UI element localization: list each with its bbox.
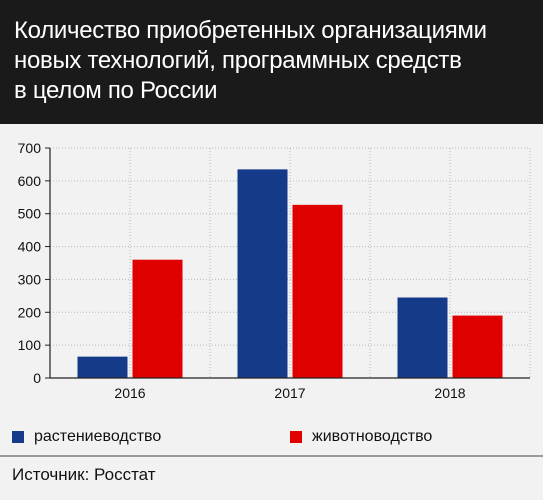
legend-item-2: животноводство	[290, 428, 432, 446]
legend-swatch-2	[290, 431, 302, 443]
source-note: Источник: Росстат	[12, 465, 156, 484]
legend-label-2: животноводство	[312, 428, 433, 445]
chart-area: 0 100 200 300 400 500 600 700 2016 2017 2018	[0, 124, 543, 424]
gridlines	[49, 147, 531, 378]
bar-chart: 0 100 200 300 400 500 600 700 2016 2017 2018	[18, 140, 531, 401]
y-tick-label: 500	[18, 206, 42, 222]
y-tick-label: 600	[18, 173, 42, 189]
bar-2-2018	[452, 315, 503, 378]
bar-2-2016	[132, 259, 183, 378]
x-tick-label: 2017	[274, 385, 305, 401]
title-line-2: новых технологий, программных средств	[14, 47, 462, 74]
axes: 0 100 200 300 400 500 600 700 2016 2017 2018	[18, 140, 530, 401]
y-tick-label: 300	[18, 271, 42, 287]
y-tick-label: 0	[33, 370, 41, 386]
y-tick-label: 200	[18, 304, 42, 320]
x-tick-label: 2018	[434, 385, 465, 401]
bar-1-2018	[397, 297, 448, 378]
chart-title: Количество приобретенных организациями н…	[0, 0, 543, 124]
y-tick-label: 700	[18, 140, 42, 156]
footer: Источник: Росстат	[0, 455, 543, 500]
bar-2-2017	[292, 204, 343, 378]
y-tick-label: 100	[18, 337, 42, 353]
bars	[77, 169, 503, 378]
title-line-1: Количество приобретенных организациями	[14, 17, 487, 44]
bar-1-2016	[77, 356, 128, 378]
bar-1-2017	[237, 169, 288, 378]
y-tick-label: 400	[18, 239, 42, 255]
legend: растениеводство животноводство	[0, 424, 543, 454]
title-line-3: в целом по России	[14, 77, 218, 104]
legend-swatch-1	[12, 431, 24, 443]
legend-label-1: растениеводство	[34, 428, 162, 445]
legend-item-1: растениеводство	[12, 428, 161, 446]
x-tick-label: 2016	[114, 385, 145, 401]
